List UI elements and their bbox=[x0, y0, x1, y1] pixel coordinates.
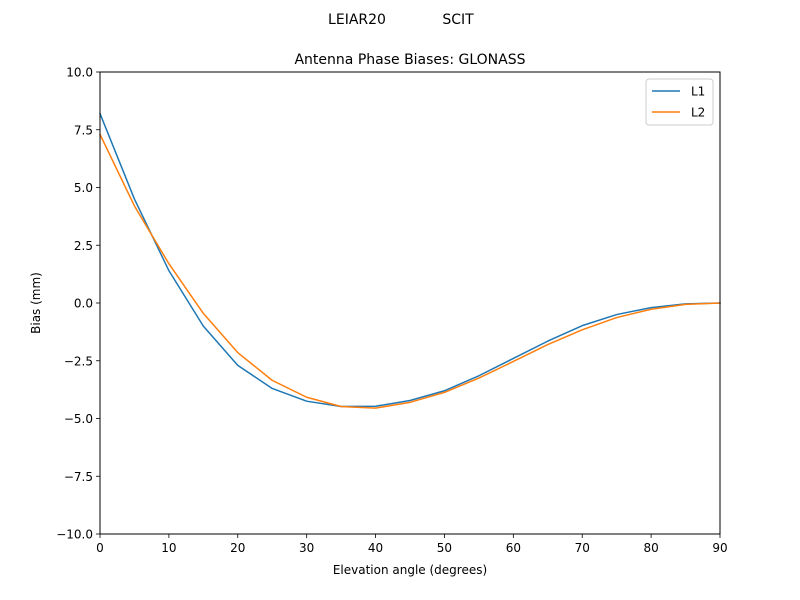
y-axis-ticks: 10.0 7.5 5.0 2.5 0.0 −2.5 −5.0 −7.5 −10.0 bbox=[56, 66, 100, 542]
x-tick-label: 50 bbox=[437, 541, 452, 555]
suptitle-left: LEIAR20 bbox=[328, 12, 386, 28]
y-axis-label: Bias (mm) bbox=[29, 272, 43, 334]
y-tick-label: −7.5 bbox=[64, 470, 93, 484]
x-tick-label: 0 bbox=[96, 541, 104, 555]
series-layer bbox=[98, 112, 721, 409]
x-tick-label: 70 bbox=[575, 541, 590, 555]
axes-frame bbox=[99, 71, 721, 535]
legend-label-l1: L1 bbox=[691, 85, 705, 99]
x-tick-label: 60 bbox=[506, 541, 521, 555]
y-tick-label: 2.5 bbox=[74, 239, 93, 253]
x-tick-label: 80 bbox=[643, 541, 658, 555]
x-tick-label: 30 bbox=[299, 541, 314, 555]
x-tick-label: 40 bbox=[368, 541, 383, 555]
plot-area bbox=[100, 72, 720, 534]
legend: L1 L2 bbox=[645, 78, 714, 126]
suptitle-right: SCIT bbox=[442, 12, 474, 28]
y-tick-label: 7.5 bbox=[74, 123, 93, 137]
x-tick-label: 90 bbox=[712, 541, 727, 555]
y-tick-label: 5.0 bbox=[74, 181, 93, 195]
x-axis-ticks: 0 10 20 30 40 50 60 70 80 90 bbox=[96, 534, 728, 555]
y-tick-label: −5.0 bbox=[64, 412, 93, 426]
y-tick-label: −10.0 bbox=[56, 528, 93, 542]
legend-label-l2: L2 bbox=[691, 106, 705, 120]
series-line-l1 bbox=[99, 112, 721, 408]
x-tick-label: 20 bbox=[230, 541, 245, 555]
x-axis-label: Elevation angle (degrees) bbox=[333, 563, 487, 577]
y-tick-label: 0.0 bbox=[74, 297, 93, 311]
x-tick-label: 10 bbox=[161, 541, 176, 555]
y-tick-label: −2.5 bbox=[64, 354, 93, 368]
series-line-l2 bbox=[98, 133, 721, 409]
chart-title: Antenna Phase Biases: GLONASS bbox=[294, 52, 525, 68]
y-tick-label: 10.0 bbox=[66, 66, 93, 80]
